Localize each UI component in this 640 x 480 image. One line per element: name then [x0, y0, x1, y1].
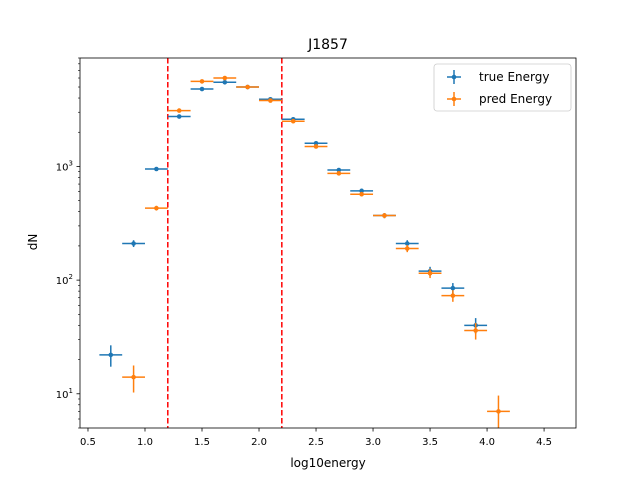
- legend-label: pred Energy: [479, 92, 552, 106]
- point-marker: [108, 352, 114, 358]
- point-marker: [131, 241, 136, 246]
- data-point: [327, 171, 351, 176]
- data-point: [281, 118, 305, 124]
- point-marker: [496, 409, 501, 414]
- point-marker: [336, 171, 342, 176]
- data-point: [418, 268, 442, 279]
- data-point: [213, 75, 237, 81]
- data-point: [213, 80, 237, 85]
- legend-item: true Energy: [447, 70, 549, 84]
- data-point: [144, 205, 168, 211]
- point-marker: [450, 293, 456, 298]
- point-marker: [176, 114, 182, 119]
- x-tick-label: 2.5: [308, 437, 324, 448]
- data-point: [190, 86, 214, 92]
- data-point: [304, 140, 328, 146]
- data-point: [190, 79, 214, 84]
- point-marker: [199, 79, 205, 84]
- data-point: [441, 290, 465, 302]
- point-marker: [154, 205, 159, 211]
- legend-marker-icon: [451, 96, 457, 102]
- legend-label: true Energy: [479, 70, 549, 84]
- axes: 0.5 1.0 1.5 2.0 2.5 3.0 3.5 4.0 4.5 101 102 103: [56, 57, 577, 448]
- point-marker: [313, 144, 319, 149]
- point-marker: [176, 108, 182, 113]
- point-marker: [313, 140, 319, 146]
- data-point: [99, 345, 123, 367]
- point-marker: [404, 241, 410, 246]
- legend-box: [433, 63, 572, 112]
- point-marker: [268, 98, 273, 103]
- legend-marker-icon: [451, 74, 457, 80]
- point-marker: [427, 270, 433, 276]
- data-point: [350, 191, 374, 197]
- x-tick-label: 0.5: [80, 437, 96, 448]
- x-axis-label: log10energy: [290, 456, 365, 470]
- data-point: [373, 213, 396, 219]
- y-axis-label: dN: [26, 234, 40, 251]
- x-tick-label: 2.0: [251, 437, 267, 448]
- point-marker: [222, 80, 228, 85]
- axes-frame: [79, 57, 577, 429]
- data-point: [144, 166, 168, 172]
- series-2: [122, 75, 510, 428]
- point-marker: [404, 246, 410, 251]
- data-point: [259, 98, 282, 103]
- y-tick-label: 103: [56, 159, 73, 173]
- point-marker: [359, 188, 364, 194]
- point-marker: [154, 166, 159, 172]
- point-marker: [131, 374, 136, 380]
- point-marker: [222, 75, 228, 81]
- x-tick-label: 3.5: [422, 437, 438, 448]
- data-point: [304, 144, 328, 149]
- y-tick-label: 101: [56, 387, 73, 401]
- x-tick-label: 1.5: [194, 437, 210, 448]
- point-marker: [245, 84, 250, 90]
- point-marker: [290, 118, 296, 124]
- data-point: [395, 244, 419, 253]
- point-marker: [199, 86, 205, 92]
- data-point: [487, 395, 510, 428]
- point-marker: [359, 191, 364, 197]
- point-marker: [382, 213, 387, 218]
- x-tick-label: 4.0: [479, 437, 495, 448]
- data-point: [236, 84, 260, 90]
- x-tick-label: 1.0: [137, 437, 153, 448]
- x-tick-label: 4.5: [536, 437, 552, 448]
- point-marker: [450, 285, 456, 291]
- data-point: [122, 365, 145, 393]
- y-tick-label: 102: [56, 273, 73, 287]
- data-point: [395, 240, 419, 248]
- point-marker: [473, 328, 478, 333]
- data-point: [167, 114, 191, 119]
- data-point: [167, 108, 191, 113]
- data-point: [464, 322, 488, 340]
- legend-item: pred Energy: [447, 92, 552, 106]
- chart-title: J1857: [307, 37, 348, 53]
- point-marker: [336, 167, 342, 173]
- plot-area: [99, 58, 510, 428]
- data-point: [122, 240, 145, 248]
- x-tick-label: 3.0: [365, 437, 381, 448]
- legend: true Energy pred Energy: [433, 63, 572, 112]
